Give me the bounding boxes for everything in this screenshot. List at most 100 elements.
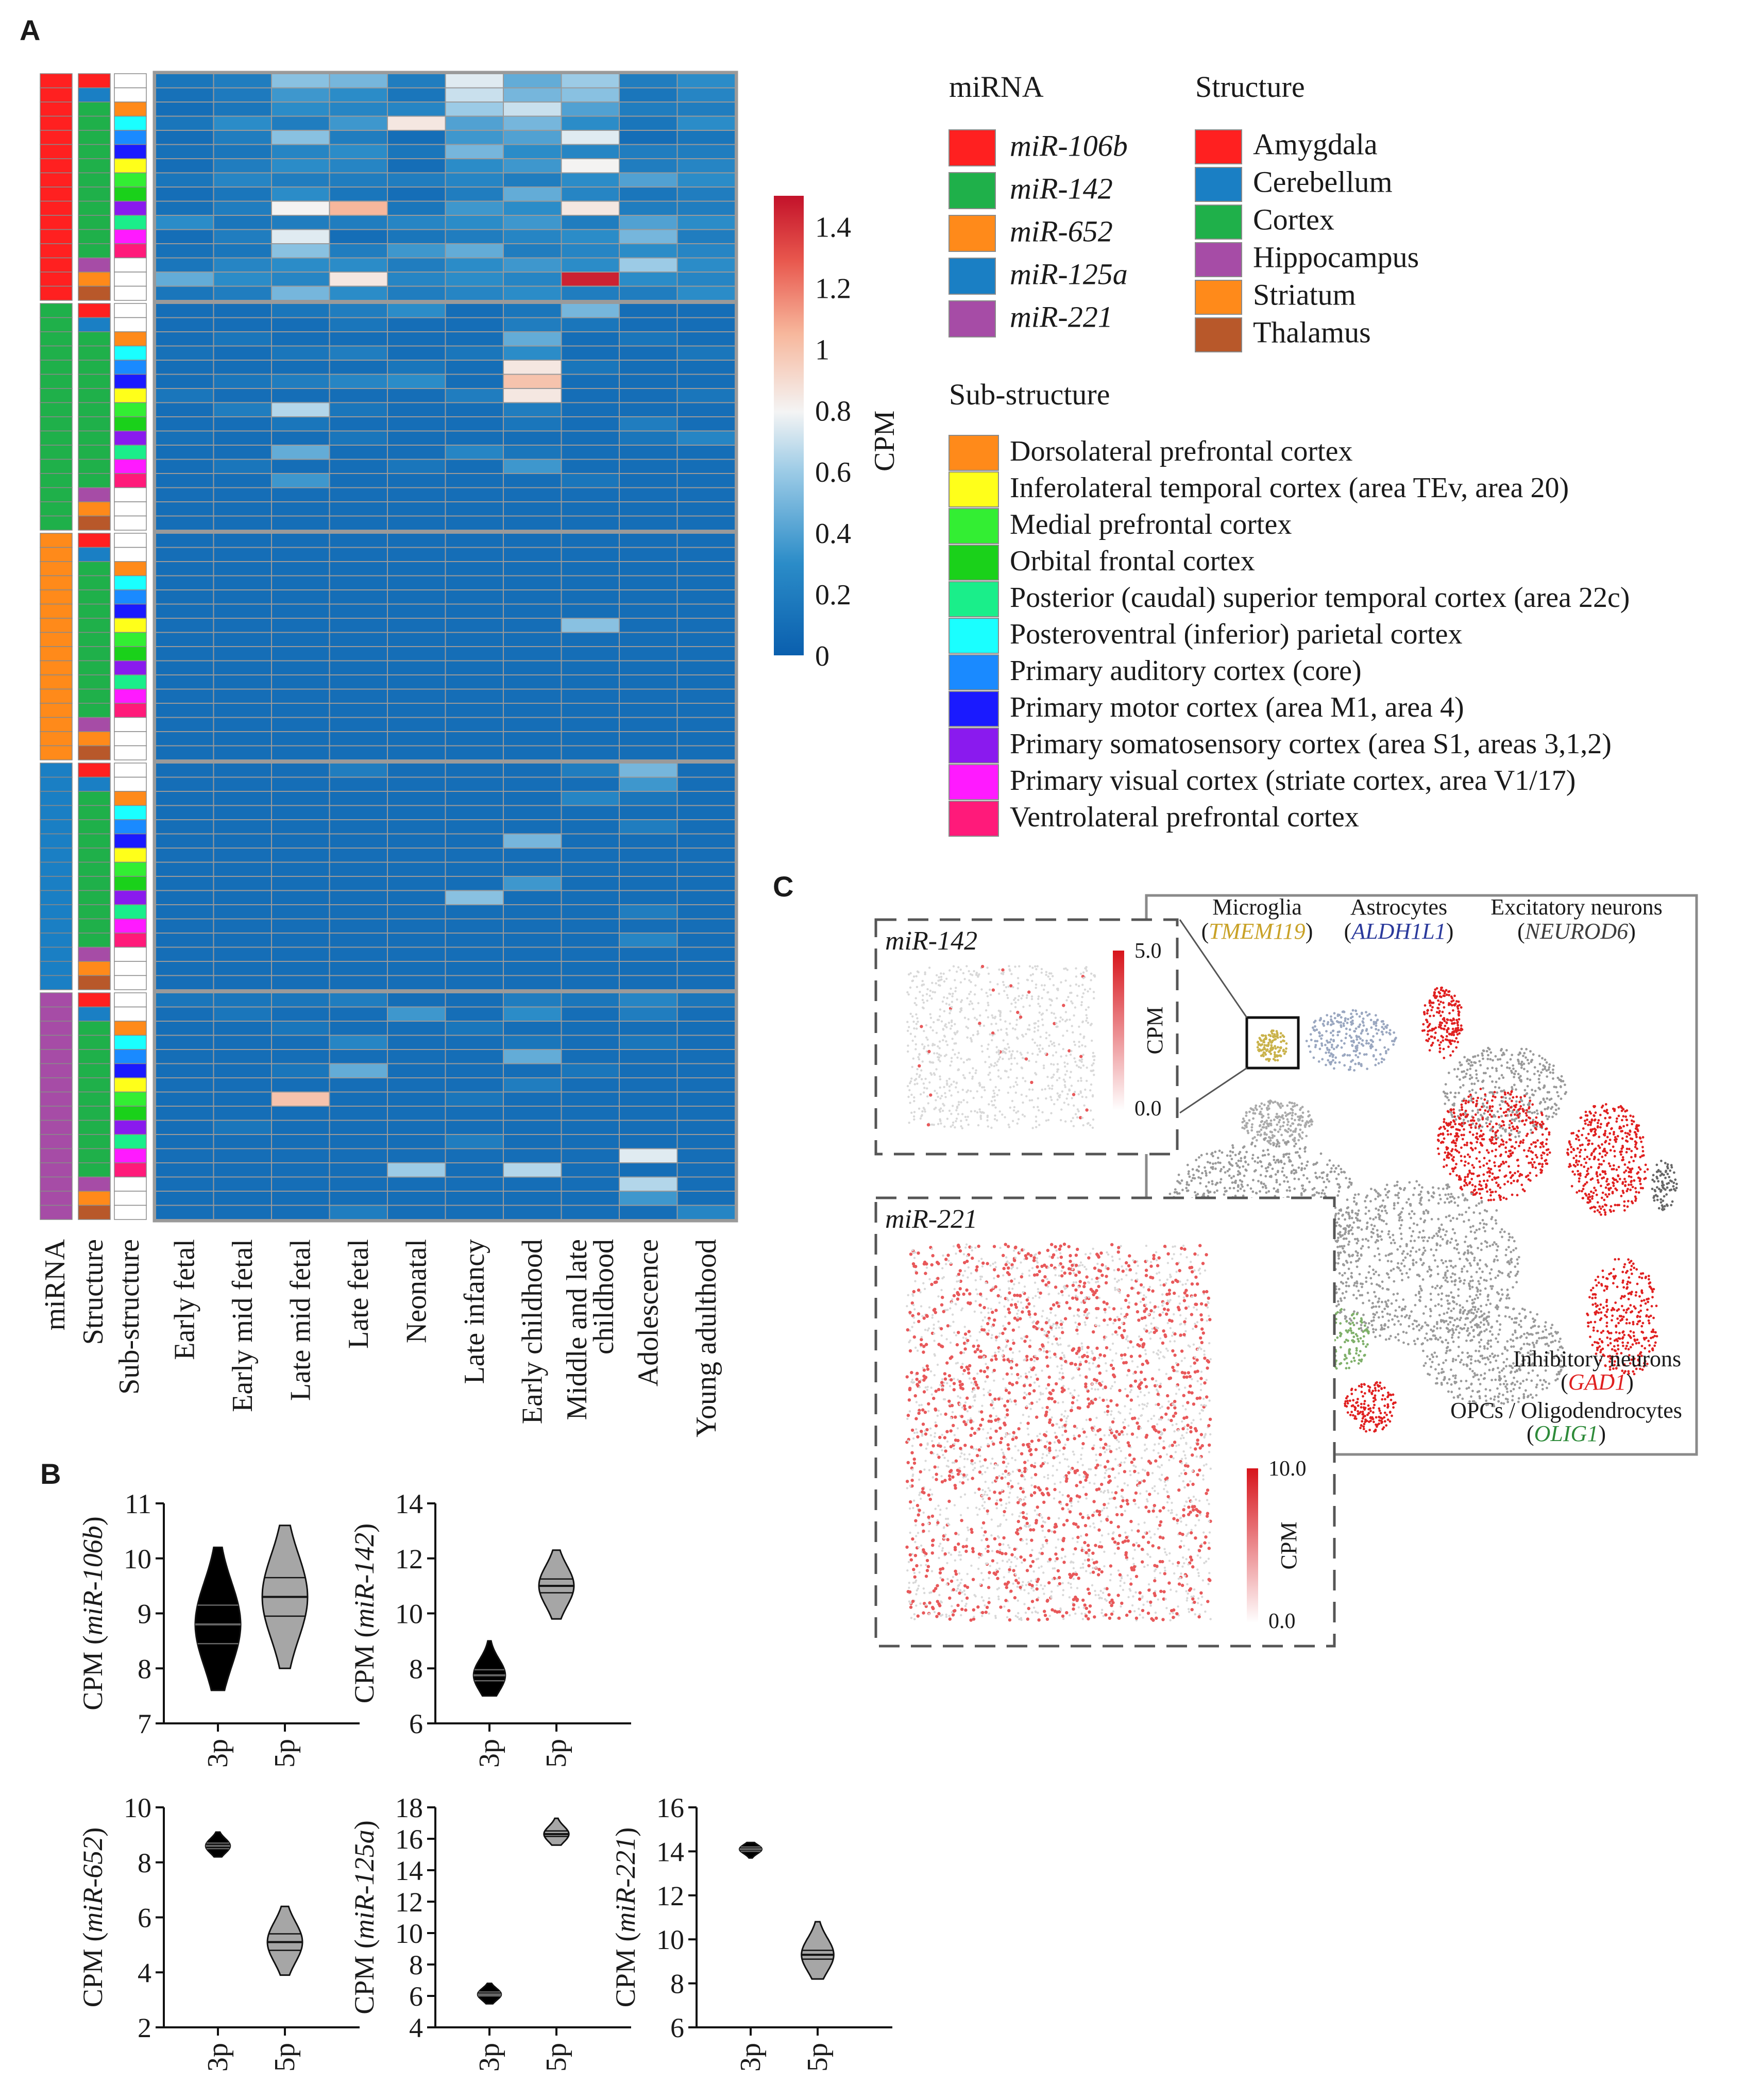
heatmap-cell (213, 688, 272, 704)
tsne-panel: Microglia(TMEM119)Astrocytes(ALDH1L1)Exc… (874, 894, 1698, 1648)
tsne-cell-point (1599, 1113, 1602, 1116)
tsne-cell-point (1494, 1115, 1497, 1118)
heatmap-cell (213, 317, 272, 332)
tsne-cell-point (1362, 1301, 1365, 1305)
tsne-cell-point (1541, 1151, 1545, 1154)
heatmap-cell (561, 791, 620, 806)
substructure-annotation-cell (114, 187, 147, 202)
tsne-cell-point (1315, 1176, 1318, 1178)
tsne-cell-point (1621, 1106, 1623, 1109)
tsne-cell-point (1236, 1173, 1240, 1176)
tsne-cell-point (1340, 1208, 1343, 1211)
y-tick-label: 6 (138, 1903, 151, 1934)
tsne-main-frame (1145, 894, 1698, 1456)
tsne-cell-point (1510, 1145, 1513, 1148)
tsne-cell-point (1299, 1107, 1302, 1110)
mirna-annotation-cell (40, 745, 73, 760)
tsne-cell-point (1542, 1098, 1545, 1101)
tsne-cell-point (1501, 1090, 1504, 1093)
tsne-cell-point (1422, 1246, 1426, 1249)
tsne-cell-point (1585, 1161, 1587, 1164)
tsne-cell-point (1467, 1062, 1470, 1065)
heatmap-cell (445, 547, 504, 562)
tsne-cell-point (1335, 1177, 1338, 1180)
tsne-cell-point (1456, 1041, 1460, 1043)
tsne-cell-point (1303, 1150, 1307, 1153)
tsne-cell-point (1461, 1306, 1464, 1309)
tsne-cell-point (1461, 1193, 1464, 1196)
tsne-cell-point (1387, 1299, 1390, 1302)
legend-item-label: Dorsolateral prefrontal cortex (1010, 435, 1352, 467)
tsne-cell-point (1289, 1134, 1292, 1137)
tsne-cell-point (1438, 1047, 1442, 1050)
tsne-cell-point (1424, 1249, 1427, 1252)
tsne-cell-point (1419, 1296, 1422, 1298)
tsne-cell-point (1432, 1002, 1435, 1004)
tsne-cell-point (1505, 1141, 1508, 1144)
heatmap-cell (619, 791, 678, 806)
tsne-cell-point (1438, 1043, 1441, 1046)
tsne-cell-point (1500, 1288, 1503, 1291)
heatmap-cell (387, 257, 446, 273)
tsne-cell-point (1485, 1279, 1488, 1282)
heatmap-cell (561, 1205, 620, 1220)
tsne-cell-point (1630, 1183, 1633, 1186)
tsne-cell-point (1267, 1190, 1270, 1193)
tsne-cell-point (1362, 1024, 1365, 1027)
tsne-cell-point (1512, 1174, 1514, 1177)
y-tick-label: 10 (124, 1544, 151, 1574)
substructure-annotation-cell (114, 575, 147, 590)
tsne-cell-point (1537, 1162, 1540, 1165)
tsne-cell-point (1490, 1288, 1493, 1290)
heatmap-cell (445, 1176, 504, 1192)
tsne-cell-point (1479, 1259, 1482, 1262)
tsne-cell-point (1447, 1294, 1450, 1297)
heatmap-cell (155, 674, 214, 690)
heatmap-cell (503, 360, 562, 375)
tsne-cell-point (1535, 1123, 1538, 1126)
tsne-cell-point (1326, 1048, 1329, 1051)
tsne-cell-point (1336, 1300, 1340, 1303)
tsne-cell-point (1478, 1282, 1481, 1285)
heatmap-cell (503, 303, 562, 318)
tsne-cell-point (1449, 1111, 1452, 1114)
structure-annotation-cell (78, 1134, 111, 1149)
tsne-cell-point (1487, 1294, 1490, 1297)
tsne-cell-point (1387, 1326, 1390, 1329)
tsne-cell-point (1519, 1075, 1522, 1078)
legend-item-label: miR-125a (1010, 257, 1128, 291)
tsne-cell-point (1424, 1336, 1427, 1340)
tsne-cell-point (1546, 1153, 1549, 1156)
tsne-cell-point (1372, 1306, 1375, 1308)
tsne-cell-point (1458, 1123, 1461, 1126)
tsne-cell-point (1274, 1173, 1277, 1176)
tsne-cell-point (1623, 1209, 1626, 1212)
heatmap-cell (155, 547, 214, 562)
tsne-cell-point (1549, 1071, 1552, 1074)
heatmap-cell (271, 200, 330, 216)
heatmap-cell (619, 345, 678, 361)
tsne-cell-point (1510, 1091, 1513, 1094)
tsne-cell-point (1594, 1118, 1597, 1121)
heatmap-cell (387, 1191, 446, 1206)
tsne-cell-point (1350, 1216, 1353, 1220)
tsne-cell-point (1377, 1213, 1380, 1216)
tsne-cell-point (1281, 1114, 1284, 1117)
heatmap-cell (271, 876, 330, 891)
tsne-cell-point (1434, 1286, 1437, 1290)
tsne-cell-point (1444, 1260, 1447, 1263)
tsne-cell-point (1382, 1199, 1385, 1202)
heatmap-cell (155, 501, 214, 517)
heatmap-cell (155, 1006, 214, 1022)
tsne-cell-point (1462, 1312, 1465, 1315)
heatmap-cell (561, 561, 620, 577)
tsne-cell-point (1536, 1070, 1539, 1073)
y-axis-label: CPM (miR-652) (77, 1827, 108, 2008)
tsne-cell-point (1427, 1026, 1429, 1028)
tsne-cell-point (1390, 1242, 1393, 1245)
tsne-cell-point (1340, 1171, 1343, 1174)
tsne-cell-point (1308, 1045, 1311, 1048)
tsne-cell-point (1624, 1110, 1627, 1113)
heatmap-cell (213, 345, 272, 361)
y-axis-label: CPM (miR-221) (610, 1827, 641, 2008)
